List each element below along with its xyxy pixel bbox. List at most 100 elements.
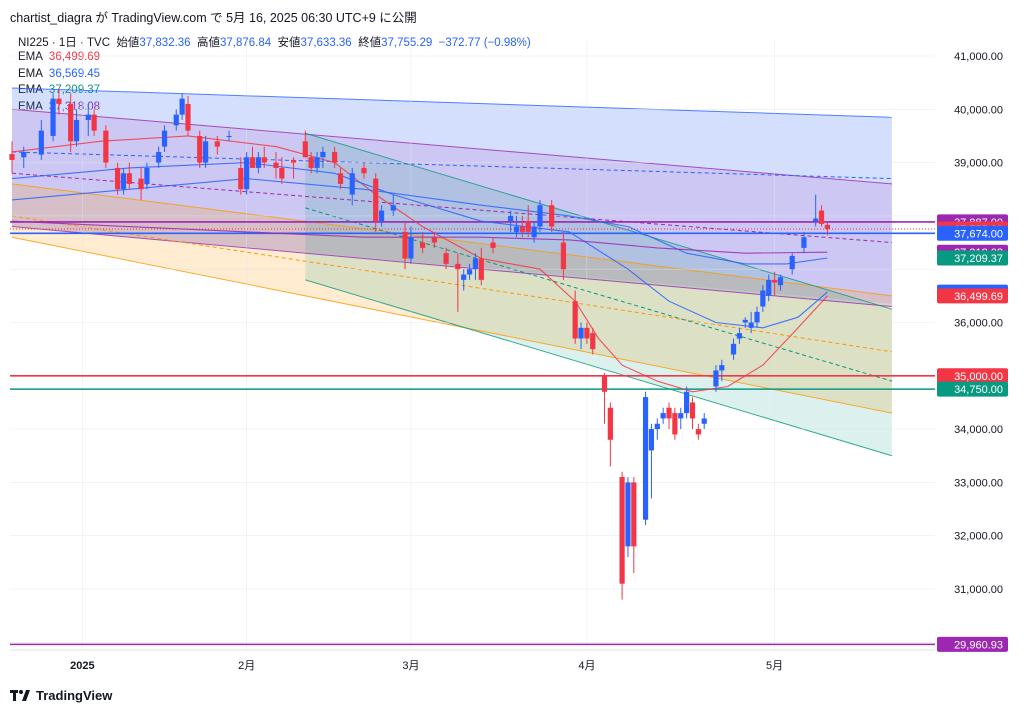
price-tag-label: 37,209.37 (954, 253, 1003, 265)
candle (772, 271, 778, 296)
legend-ema-2: EMA 36,569.45 (18, 68, 100, 80)
candle (713, 365, 719, 392)
price-tick-label: 32,000.00 (954, 531, 1003, 543)
candle (332, 146, 338, 168)
candle-body (91, 114, 97, 131)
candle-body (279, 167, 285, 179)
candle (320, 146, 326, 168)
high-value: 37,876.84 (219, 37, 272, 49)
channel-border-6 (305, 279, 893, 457)
legend-ema-3-label: EMA (18, 84, 43, 96)
candle (549, 199, 555, 232)
candle-body (361, 167, 367, 174)
channel-border-2 (11, 108, 892, 185)
horizontal-levels (10, 221, 935, 646)
candle (373, 173, 379, 232)
ema-line-3 (11, 178, 828, 265)
open-value: 37,832.36 (139, 37, 191, 49)
candle (420, 231, 426, 254)
price-tick-label: 34,000.00 (954, 424, 1003, 436)
candle (607, 402, 613, 467)
candle (466, 263, 473, 280)
price-tick-label: 33,000.00 (954, 477, 1003, 489)
candle (85, 103, 91, 136)
candle (197, 130, 203, 168)
candle-body (619, 477, 625, 584)
candle-body (50, 98, 56, 136)
open-label: 始値 (116, 37, 140, 49)
candle-body (461, 274, 467, 280)
candle (161, 125, 168, 152)
candle-body (689, 402, 696, 419)
candle-body (68, 103, 74, 142)
candle (361, 162, 367, 179)
legend-ema-4-value: 37,318.08 (48, 101, 101, 113)
candle-body (255, 157, 261, 168)
candle (91, 109, 97, 136)
candle (185, 95, 191, 136)
candle-body (161, 130, 168, 147)
candle-body (625, 482, 631, 547)
candle-body (114, 167, 121, 190)
candle-body (578, 327, 584, 339)
candle-body (508, 215, 514, 222)
candle-body (320, 151, 326, 158)
candle-body (126, 173, 132, 184)
candle (777, 274, 784, 291)
time-tick-label: 2月 (238, 660, 255, 672)
candle-body (813, 218, 819, 222)
candle-body (584, 327, 590, 339)
candle (642, 391, 649, 526)
candle-body (9, 154, 15, 160)
price-tag-bg (937, 288, 1008, 304)
candle-body (742, 319, 748, 323)
price-tag: 34,750.00 (937, 381, 1008, 397)
candle-body (472, 258, 479, 270)
change-value: −372.77 (−0.98%) (438, 37, 531, 49)
candle-body (21, 151, 27, 158)
candle-body (513, 226, 520, 232)
candle-body (684, 391, 690, 414)
candle-body (766, 279, 772, 296)
candle-body (572, 301, 578, 339)
high-label: 高値 (196, 37, 220, 49)
candle (525, 205, 531, 238)
price-tag-bg (937, 636, 1008, 652)
candle (572, 290, 578, 344)
candle-body (378, 210, 385, 222)
candle (590, 327, 596, 355)
candle (431, 231, 437, 248)
candle (631, 477, 637, 574)
candle (660, 407, 666, 424)
orange-channel (12, 183, 892, 414)
candle-body (730, 343, 737, 355)
legend-ema-1: EMA 36,499.69 (18, 51, 100, 63)
candle (120, 167, 127, 195)
candle-body (173, 114, 179, 126)
candle (249, 146, 256, 168)
candle (695, 423, 701, 440)
candle (813, 194, 819, 227)
candle (390, 194, 396, 216)
candle (672, 407, 678, 440)
candle-body (73, 119, 80, 142)
candle (56, 87, 62, 115)
publish-header: chartist_diagra が TradingView.com で 5月 1… (10, 11, 417, 25)
candle (478, 247, 484, 286)
time-tick-label: 3月 (402, 660, 419, 672)
candle (273, 151, 279, 179)
candle-body (308, 157, 314, 168)
candle (68, 93, 74, 152)
candle-body (478, 258, 484, 280)
price-tags: 37,887.0037,755.2937,674.0037,318.0837,2… (937, 214, 1008, 652)
candle-body (38, 130, 44, 155)
candle-body (138, 178, 144, 190)
candle-body (332, 151, 338, 163)
candle-body (120, 173, 127, 190)
candle-body (560, 242, 567, 270)
candle-body (525, 221, 531, 232)
candle (103, 125, 109, 168)
candle (378, 205, 385, 227)
price-tick-label: 39,000.00 (954, 158, 1003, 170)
